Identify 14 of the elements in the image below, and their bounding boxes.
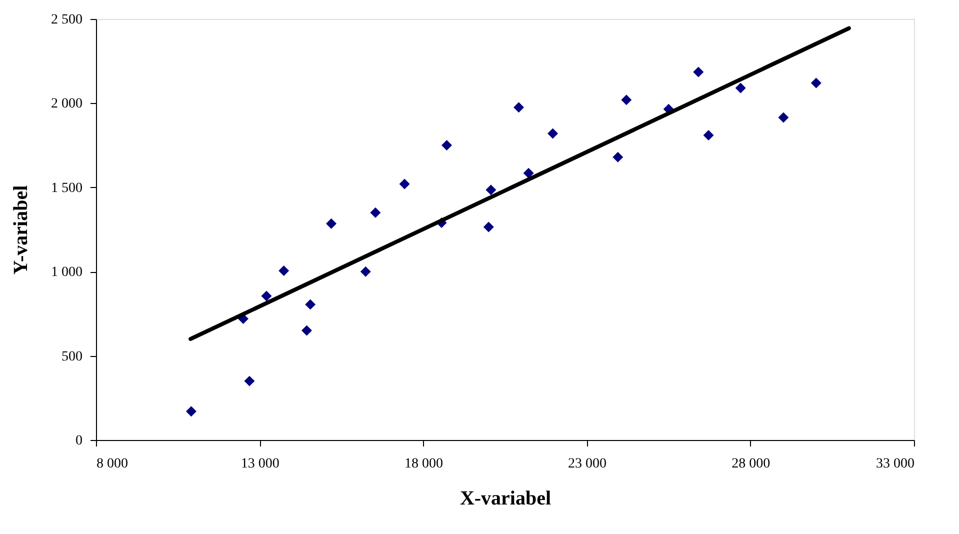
x-tick-label: 33 000 <box>876 456 914 472</box>
y-tick-label: 2 000 <box>51 96 82 112</box>
x-tick-label: 8 000 <box>96 456 128 472</box>
x-tick-label: 18 000 <box>404 456 443 472</box>
x-tick-label: 23 000 <box>568 456 607 472</box>
y-tick-label: 0 <box>76 434 82 448</box>
y-tick-label: 1 000 <box>51 265 82 280</box>
y-tick-label: 500 <box>62 349 82 364</box>
y-axis-title: Y-variabel <box>10 184 32 275</box>
x-tick-label: 13 000 <box>240 456 280 472</box>
y-tick-label: 1 500 <box>51 180 82 196</box>
x-tick-label: 28 000 <box>732 456 770 472</box>
x-axis-title: X-variabel <box>460 488 552 510</box>
y-tick-label: 2 500 <box>51 12 82 28</box>
